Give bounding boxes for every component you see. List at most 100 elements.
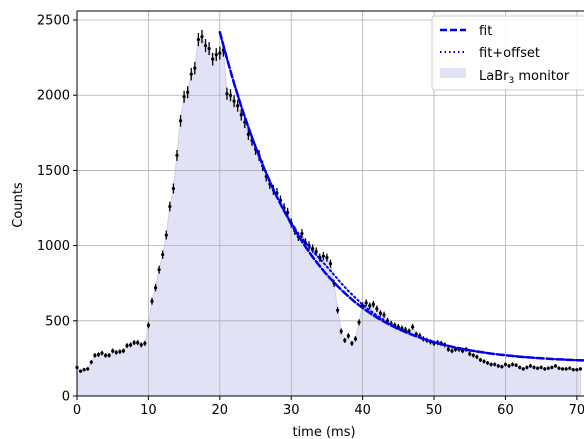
data-point — [236, 99, 240, 112]
x-tick-label: 10 — [140, 403, 157, 418]
data-marker — [232, 99, 236, 103]
data-point — [575, 367, 579, 372]
data-point — [325, 253, 329, 262]
y-tick-label: 500 — [45, 314, 70, 329]
data-point — [532, 365, 536, 370]
data-marker — [336, 308, 340, 312]
data-point — [186, 86, 190, 99]
data-point — [214, 48, 218, 62]
x-tick-label: 60 — [497, 403, 514, 418]
data-marker — [175, 153, 179, 157]
data-point — [143, 340, 147, 346]
data-point — [468, 351, 472, 357]
data-marker — [300, 231, 304, 236]
data-marker — [571, 368, 575, 372]
data-marker — [100, 351, 104, 355]
data-point — [103, 353, 108, 358]
data-point — [371, 300, 375, 308]
data-marker — [218, 51, 222, 55]
fit-line — [218, 30, 584, 362]
data-marker — [350, 341, 354, 345]
data-point — [336, 307, 340, 314]
data-marker — [482, 359, 486, 364]
data-point — [225, 87, 229, 100]
data-point — [503, 362, 508, 367]
data-marker — [153, 286, 158, 290]
data-point — [368, 302, 372, 310]
data-marker — [321, 254, 325, 258]
data-marker — [568, 366, 572, 370]
data-point — [168, 201, 172, 212]
data-point — [161, 250, 165, 259]
data-point — [446, 346, 450, 352]
data-marker — [503, 362, 508, 367]
data-point — [111, 348, 115, 354]
legend-monitor-subscript: 3 — [508, 76, 514, 86]
y-tick-label: 2000 — [37, 89, 70, 104]
data-point — [557, 366, 561, 371]
data-point — [543, 367, 547, 371]
data-point — [239, 108, 243, 121]
data-marker — [543, 367, 547, 371]
legend-fit-label: fit — [479, 24, 492, 39]
data-point — [411, 323, 415, 330]
data-point — [482, 359, 486, 364]
data-marker — [411, 325, 415, 329]
x-tick-label: 40 — [354, 403, 371, 418]
data-marker — [496, 364, 500, 368]
data-point — [114, 350, 118, 355]
data-marker — [246, 132, 250, 136]
data-marker — [368, 304, 372, 308]
x-tick-label: 50 — [426, 403, 443, 418]
data-marker — [518, 365, 522, 370]
data-marker — [239, 113, 243, 117]
data-marker — [493, 362, 497, 367]
data-marker — [446, 347, 450, 351]
data-marker — [82, 368, 86, 372]
data-marker — [364, 301, 368, 305]
data-marker — [93, 353, 97, 357]
data-marker — [468, 352, 472, 356]
data-point — [200, 29, 204, 44]
data-point — [518, 365, 522, 370]
legend-monitor-label: LaBr3 monitor — [479, 69, 570, 86]
data-marker — [143, 341, 147, 345]
data-marker — [371, 302, 375, 306]
data-point — [182, 90, 186, 103]
data-marker — [382, 313, 386, 317]
data-marker — [193, 66, 197, 70]
data-marker — [539, 365, 543, 370]
data-marker — [485, 361, 490, 365]
data-point — [525, 365, 529, 370]
data-marker — [328, 262, 333, 266]
data-point — [321, 252, 325, 261]
data-point — [353, 336, 358, 342]
data-marker — [228, 93, 233, 97]
data-point — [500, 364, 504, 369]
data-point — [82, 367, 86, 372]
data-point — [346, 333, 350, 339]
data-marker — [575, 368, 579, 372]
data-marker — [128, 343, 133, 347]
data-point — [139, 342, 143, 348]
data-point — [564, 367, 568, 371]
data-marker — [314, 250, 318, 254]
data-marker — [507, 364, 511, 368]
data-point — [93, 353, 97, 358]
data-marker — [478, 358, 483, 362]
data-marker — [339, 329, 343, 333]
data-point — [485, 360, 490, 365]
data-point — [546, 366, 550, 371]
data-point — [357, 319, 361, 326]
ticks-layer: 0 10 20 30 40 50 60 70 0 500 1000 1500 2000 2500 — [37, 14, 584, 418]
y-tick-label: 0 — [62, 390, 70, 405]
data-point — [375, 305, 379, 313]
data-point — [378, 310, 383, 317]
data-marker — [207, 46, 211, 51]
data-point — [493, 362, 497, 367]
legend-fit-offset-label: fit+offset — [479, 46, 540, 61]
data-point — [571, 367, 575, 372]
data-point — [78, 369, 83, 373]
